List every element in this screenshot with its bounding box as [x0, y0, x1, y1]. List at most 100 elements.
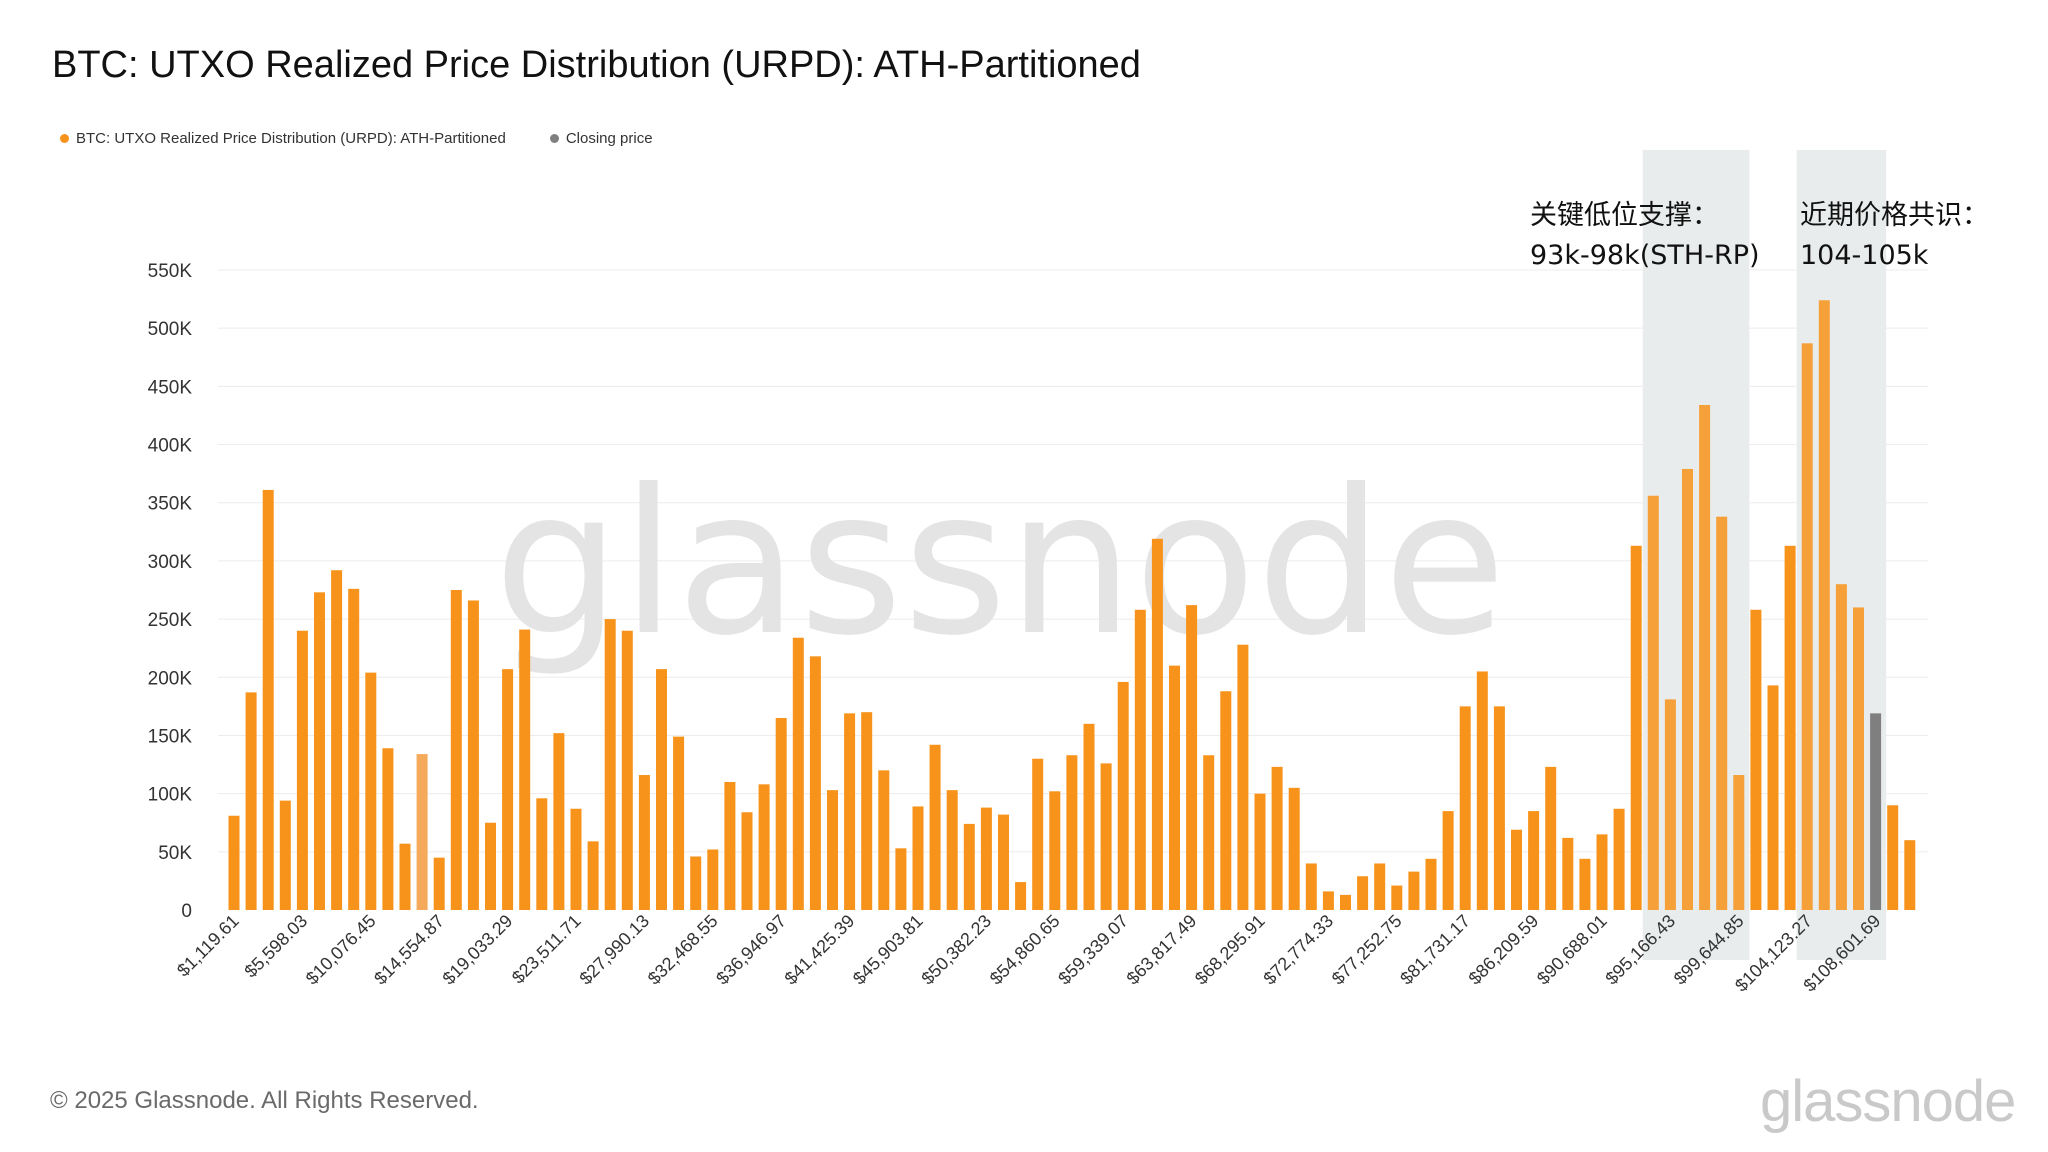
- bar: [775, 718, 787, 910]
- bar: [861, 712, 873, 910]
- bar: [348, 588, 360, 910]
- bar: [1305, 863, 1317, 910]
- annotation-consensus-line1: 近期价格共识：: [1800, 200, 1989, 231]
- bar: [1835, 584, 1847, 910]
- bar: [1015, 882, 1027, 910]
- bar: [262, 489, 274, 910]
- bar: [1237, 644, 1249, 910]
- bar: [1391, 885, 1403, 910]
- bar: [844, 713, 856, 910]
- bar: [1870, 713, 1882, 910]
- bar: [1186, 605, 1198, 910]
- bar: [1032, 758, 1044, 910]
- y-tick-label: 200K: [148, 668, 193, 689]
- x-tick-label: $68,295.91: [1191, 911, 1269, 989]
- bar: [416, 754, 428, 910]
- x-tick-label: $90,688.01: [1533, 911, 1611, 989]
- bar: [399, 843, 411, 910]
- y-tick-label: 450K: [148, 377, 193, 398]
- bar: [1699, 404, 1711, 910]
- brand-logo: glassnode: [1760, 1069, 2016, 1134]
- bar: [895, 848, 907, 910]
- bar: [1476, 671, 1488, 910]
- bar: [1220, 691, 1232, 910]
- y-tick-label: 550K: [148, 261, 193, 282]
- bar: [656, 669, 667, 910]
- bar: [792, 637, 804, 910]
- y-tick-label: 100K: [148, 785, 193, 806]
- y-tick-label: 350K: [148, 494, 193, 515]
- x-tick-label: $50,382.23: [917, 911, 995, 989]
- bar: [314, 592, 325, 910]
- annotation-consensus-line2: 104-105k: [1800, 240, 1929, 271]
- bar: [638, 775, 650, 910]
- x-tick-label: $14,554.87: [370, 911, 448, 989]
- legend-item-urpd[interactable]: BTC: UTXO Realized Price Distribution (U…: [60, 130, 506, 147]
- legend-dot-closing-price: [549, 134, 559, 143]
- bar: [1801, 343, 1813, 910]
- x-tick-label: $72,774.33: [1259, 911, 1337, 989]
- bar: [1904, 840, 1916, 910]
- bar: [1442, 811, 1454, 910]
- bar: [980, 807, 992, 910]
- bar: [1596, 834, 1608, 910]
- bar: [1100, 763, 1112, 910]
- bar: [1767, 685, 1779, 910]
- bar: [1818, 300, 1830, 911]
- bar: [245, 692, 257, 910]
- bar: [1203, 755, 1215, 910]
- x-tick-label: $36,946.97: [712, 911, 790, 989]
- bar: [1322, 891, 1334, 910]
- x-tick-label: $45,903.81: [849, 911, 927, 989]
- bar: [758, 784, 770, 910]
- bar: [1613, 808, 1625, 910]
- bar: [604, 619, 616, 910]
- annotation-support-line1: 关键低位支撑：: [1530, 200, 1719, 231]
- bar: [1340, 894, 1351, 910]
- y-tick-label: 150K: [148, 726, 193, 747]
- y-tick-label: 0: [181, 901, 192, 922]
- bar: [1682, 468, 1693, 910]
- x-tick-label: $41,425.39: [781, 911, 859, 989]
- bar: [1117, 681, 1129, 910]
- bar: [1134, 609, 1146, 910]
- x-tick-label: $23,511.71: [508, 911, 585, 988]
- bar: [963, 823, 975, 910]
- annotation-support-line2: 93k-98k(STH-RP): [1530, 240, 1760, 271]
- x-axis-ticks: $1,119.61$5,598.03$10,076.45$14,554.87$1…: [173, 911, 1884, 996]
- bar: [1151, 538, 1163, 910]
- bar: [1083, 723, 1095, 910]
- bar: [809, 656, 821, 910]
- bar: [553, 733, 565, 910]
- bar: [1579, 858, 1591, 910]
- bar: [1357, 876, 1369, 910]
- bar: [1716, 516, 1728, 910]
- y-tick-label: 50K: [158, 843, 192, 864]
- bar: [1408, 871, 1420, 910]
- bar: [946, 790, 958, 910]
- legend-item-closing-price[interactable]: Closing price: [549, 130, 653, 147]
- y-tick-label: 300K: [148, 552, 193, 573]
- bar: [1049, 791, 1061, 910]
- bar: [1169, 665, 1180, 910]
- bar: [707, 849, 719, 910]
- bar: [228, 815, 240, 910]
- bar: [1374, 863, 1386, 910]
- bar: [724, 782, 736, 910]
- bar: [433, 857, 445, 910]
- bar: [1733, 775, 1745, 910]
- x-tick-label: $19,033.29: [439, 911, 517, 989]
- bar: [365, 672, 377, 910]
- bar: [1493, 706, 1505, 910]
- bar: [1784, 545, 1796, 910]
- bar: [1271, 766, 1283, 910]
- x-tick-label: $81,731.17: [1396, 911, 1474, 989]
- bar: [998, 814, 1009, 910]
- bar: [1066, 755, 1078, 910]
- x-tick-label: $59,339.07: [1054, 911, 1132, 989]
- bar: [878, 770, 890, 910]
- bar: [279, 800, 291, 910]
- bar: [536, 798, 548, 910]
- legend: BTC: UTXO Realized Price Distribution (U…: [60, 130, 697, 147]
